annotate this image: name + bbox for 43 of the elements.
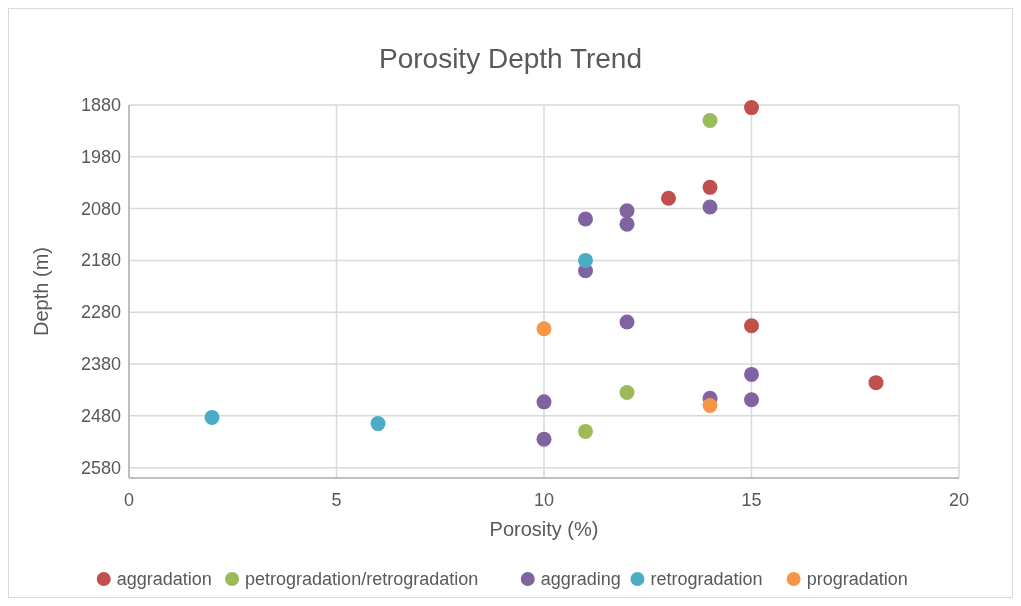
- point: [370, 416, 386, 432]
- x-axis-title: Porosity (%): [489, 518, 599, 540]
- legend-label: aggradation: [116, 569, 212, 589]
- point: [661, 190, 676, 206]
- point: [744, 100, 759, 116]
- y-tick-label: 1880: [80, 95, 121, 115]
- point: [702, 397, 718, 413]
- point: [204, 409, 220, 425]
- point: [536, 321, 552, 337]
- chart-title: Porosity Depth Trend: [378, 43, 643, 74]
- legend-label: retrogradation: [650, 569, 763, 589]
- point: [744, 318, 759, 334]
- x-tick-label: 5: [331, 490, 342, 510]
- point: [578, 252, 593, 268]
- y-tick-label: 2380: [80, 354, 121, 375]
- y-tick-label: 2080: [80, 198, 121, 219]
- point: [702, 179, 718, 195]
- x-tick-label: 0: [123, 490, 135, 510]
- legend-label: petrogradation/retrogradation: [245, 569, 479, 589]
- point: [619, 385, 635, 401]
- point: [744, 392, 759, 408]
- point: [702, 113, 718, 129]
- y-tick-label: 2180: [80, 250, 121, 271]
- point: [578, 211, 593, 227]
- x-tick-label: 15: [741, 490, 762, 510]
- y-tick-label: 1980: [80, 146, 121, 167]
- point: [619, 203, 635, 219]
- point: [536, 394, 552, 410]
- y-axis-title: Depth (m): [30, 247, 52, 336]
- y-tick-label: 2280: [80, 302, 121, 323]
- point: [619, 216, 635, 232]
- x-tick-label: 10: [533, 490, 555, 510]
- point: [536, 431, 552, 447]
- y-tick-label: 2580: [80, 457, 121, 478]
- point: [619, 314, 635, 330]
- point: [744, 366, 759, 382]
- point: [702, 199, 718, 215]
- y-tick-label: 2480: [80, 405, 121, 426]
- point: [578, 423, 593, 439]
- legend-label: aggrading: [540, 569, 621, 589]
- point: [868, 375, 884, 391]
- x-tick-label: 20: [948, 490, 970, 510]
- legend-label: progradation: [806, 569, 908, 589]
